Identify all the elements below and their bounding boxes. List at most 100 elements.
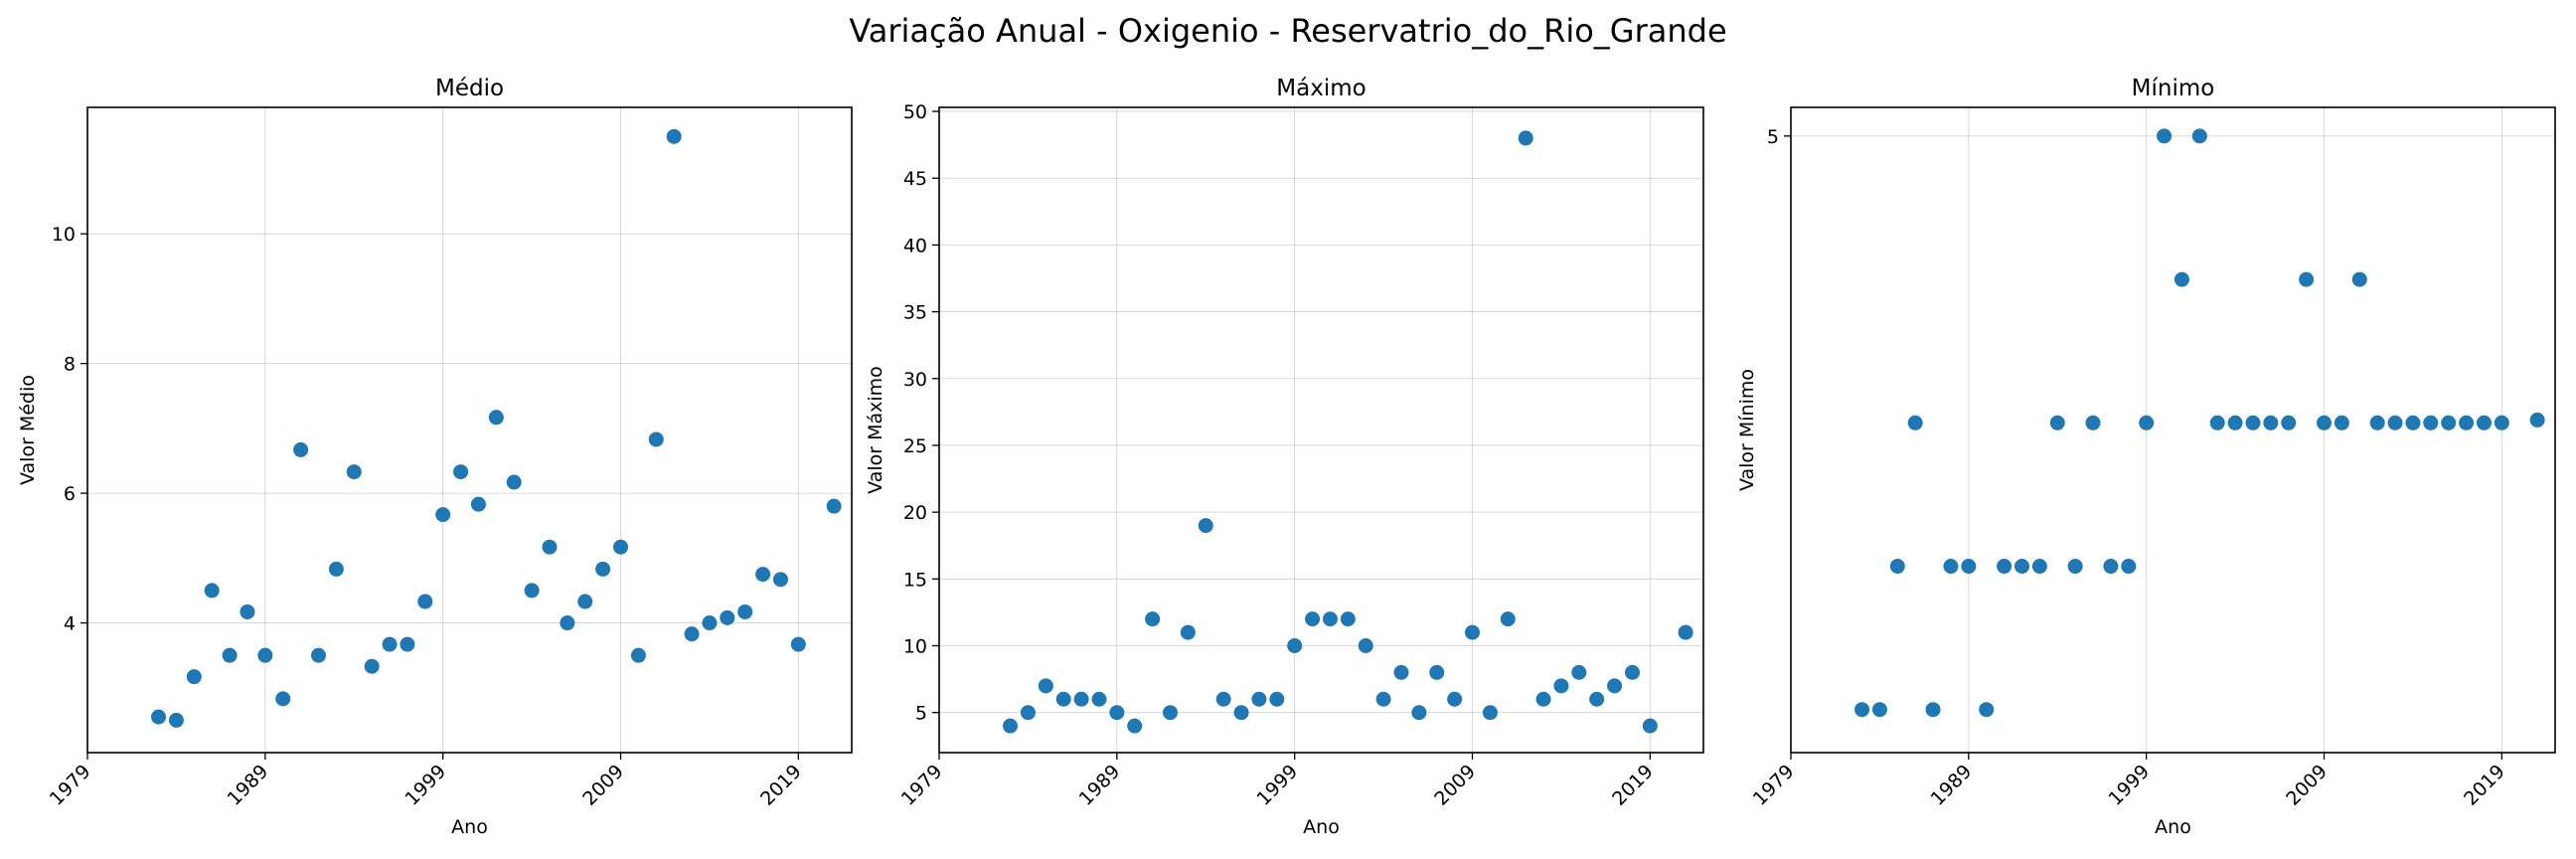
maximo-data-point: [1109, 705, 1125, 721]
panel-medio: 1979 1989 1999 2009 2019 4 6 8 10 Médio Ano Valor M…: [17, 76, 853, 838]
panel-maximo: 1979 1989 1999 2009 2019 5 10 15 20 25 30 35 40 45 50 M…: [865, 76, 1704, 838]
minimo-data-point: [2405, 415, 2421, 430]
medio-xtick-label: 2009: [578, 761, 628, 810]
medio-data-point: [542, 539, 558, 555]
minimo-data-point: [2459, 415, 2475, 430]
maximo-data-point: [1607, 678, 1623, 694]
maximo-data-point: [1020, 705, 1036, 721]
minimo-data-point: [2529, 412, 2545, 428]
minimo-xtick-label: 1999: [2104, 761, 2154, 810]
minimo-data-point: [2387, 415, 2403, 430]
minimo-data-point: [2245, 415, 2261, 430]
maximo-data-point: [1411, 705, 1427, 721]
maximo-ytick-label: 35: [903, 302, 927, 324]
medio-data-point: [293, 441, 309, 457]
minimo-data-point: [2351, 271, 2367, 287]
maximo-data-point: [1482, 705, 1498, 721]
medio-data-point: [560, 615, 575, 631]
minimo-xtick-label: 2009: [2282, 761, 2332, 810]
minimo-data-point: [1925, 702, 1941, 718]
panel-minimo: 1979 1989 1999 2009 2019 5 Mínimo Ano Valor Míni…: [1736, 76, 2556, 838]
minimo-data-point: [2476, 415, 2492, 430]
medio-data-point: [488, 410, 504, 426]
maximo-data-point: [1180, 624, 1196, 640]
maximo-axes-frame: [938, 106, 1704, 754]
medio-data-point: [790, 636, 806, 652]
maximo-data-point: [1162, 705, 1178, 721]
minimo-data-point: [2209, 415, 2225, 430]
maximo-data-point: [1127, 718, 1143, 734]
medio-data-point: [435, 507, 451, 523]
minimo-data-point: [2174, 271, 2189, 287]
medio-ytick-label: 8: [64, 354, 76, 376]
medio-data-point: [702, 615, 718, 631]
maximo-xtick-label: 2009: [1430, 761, 1480, 810]
minimo-data-point: [1854, 702, 1870, 718]
medio-data-point: [755, 567, 771, 583]
minimo-xtick-label: 2019: [2460, 761, 2509, 810]
medio-data-point: [328, 561, 344, 577]
medio-data-point: [382, 636, 398, 652]
medio-data-point: [666, 128, 682, 144]
minimo-data-point: [2085, 415, 2101, 430]
maximo-data-point: [1642, 718, 1658, 734]
minimo-data-point: [2334, 415, 2349, 430]
minimo-data-point: [2441, 415, 2457, 430]
medio-data-point: [684, 626, 700, 642]
medio-xtick-label: 1979: [46, 761, 95, 810]
maximo-data-point: [1215, 691, 1231, 707]
maximo-ytick-label: 45: [903, 168, 927, 190]
medio-ytick-label: 10: [52, 224, 76, 246]
medio-data-point: [310, 647, 326, 663]
medio-data-point: [257, 647, 273, 663]
minimo-data-point: [2263, 415, 2279, 430]
maximo-ytick-label: 20: [903, 502, 927, 524]
maximo-data-point: [1571, 664, 1587, 680]
minimo-data-point: [1907, 415, 1923, 430]
minimo-data-point: [2281, 415, 2297, 430]
medio-data-point: [577, 594, 593, 609]
minimo-data-point: [1889, 559, 1905, 575]
medio-y-axis-label: Valor Médio: [17, 375, 39, 485]
medio-ytick-label: 6: [64, 483, 76, 505]
medio-data-point: [720, 609, 735, 625]
maximo-data-point: [1003, 718, 1019, 734]
maximo-data-point: [1340, 611, 1356, 627]
medio-data-point: [151, 709, 167, 725]
minimo-data-point: [1871, 702, 1887, 718]
maximo-data-point: [1553, 678, 1569, 694]
maximo-data-point: [1269, 691, 1285, 707]
minimo-data-point: [2494, 415, 2509, 430]
medio-data-point: [470, 496, 486, 512]
medio-data-point: [240, 603, 255, 619]
medio-data-point: [204, 583, 220, 599]
maximo-ytick-label: 15: [903, 569, 927, 591]
medio-data-point: [417, 594, 433, 609]
minimo-xtick-label: 1989: [1927, 761, 1977, 810]
maximo-ytick-label: 30: [903, 369, 927, 391]
maximo-data-point: [1305, 611, 1321, 627]
medio-xtick-label: 1999: [401, 761, 450, 810]
minimo-data-point: [2157, 128, 2173, 144]
medio-xtick-label: 2019: [756, 761, 806, 810]
maximo-ytick-label: 10: [903, 636, 927, 658]
maximo-data-point: [1447, 691, 1463, 707]
minimo-data-point: [2191, 128, 2207, 144]
maximo-data-point: [1251, 691, 1267, 707]
figure-title: Variação Anual - Oxigenio - Reservatrio_…: [849, 12, 1726, 50]
medio-data-point: [222, 647, 238, 663]
maximo-data-point: [1038, 678, 1053, 694]
minimo-data-point: [2227, 415, 2243, 430]
maximo-data-point: [1233, 705, 1249, 721]
maximo-data-point: [1624, 664, 1640, 680]
minimo-data-point: [1943, 559, 1959, 575]
maximo-data-point: [1465, 624, 1481, 640]
medio-data-point: [772, 572, 788, 588]
medio-data-point: [453, 464, 469, 480]
maximo-data-point: [1322, 611, 1338, 627]
maximo-data-point: [1535, 691, 1551, 707]
medio-data-point: [613, 539, 629, 555]
medio-data-point: [400, 636, 415, 652]
maximo-data-point: [1358, 638, 1373, 654]
maximo-data-point: [1145, 611, 1161, 627]
